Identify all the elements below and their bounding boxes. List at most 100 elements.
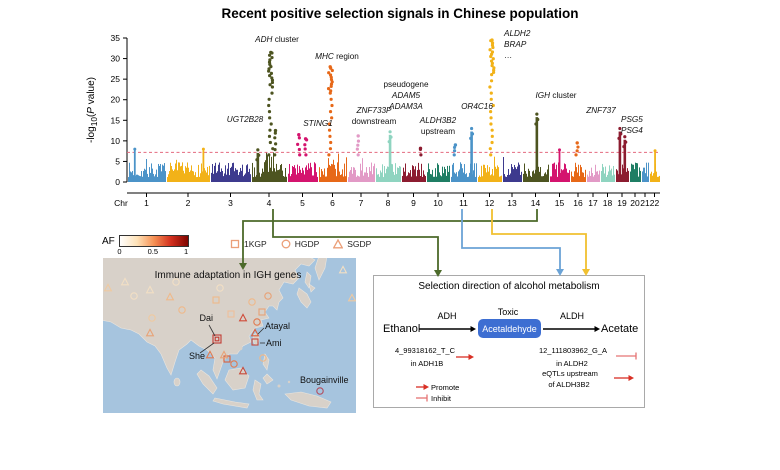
- snp3-gene: of ALDH3B2: [548, 380, 590, 389]
- peak-chr1: [133, 147, 137, 182]
- svg-text:upstream: upstream: [421, 127, 455, 136]
- population-labels: Dai She Atayal Ami Bougainville: [189, 313, 349, 385]
- svg-text:12: 12: [485, 198, 495, 208]
- svg-text:OR4C16: OR4C16: [461, 102, 493, 111]
- annotation: PSG5 PSG4: [621, 115, 643, 135]
- svg-text:ZNF737: ZNF737: [585, 106, 616, 115]
- circle-icon: [281, 239, 291, 249]
- svg-text:15: 15: [111, 115, 121, 125]
- square-marker: [258, 308, 266, 316]
- triangle-icon: [333, 239, 344, 249]
- peak-chr15: [558, 148, 561, 182]
- af-colorbar: AF 0 0.5 1: [102, 235, 189, 257]
- svg-text:downstream: downstream: [352, 117, 397, 126]
- circle-marker: [130, 292, 138, 300]
- snp1-gene: in ADH1B: [410, 359, 444, 368]
- svg-text:0: 0: [115, 177, 120, 187]
- asia-map: Dai She Atayal Ami Bougainville: [103, 258, 356, 413]
- population-label: Ami: [266, 338, 282, 348]
- pathway-arrows: [416, 326, 637, 402]
- peak-chr4: [273, 128, 278, 157]
- annotation: ZNF733P downstream: [352, 106, 397, 126]
- svg-text:UGT2B28: UGT2B28: [227, 115, 264, 124]
- chromosome-8-points: [376, 163, 401, 182]
- peak-chr9: [418, 146, 423, 157]
- triangle-marker: [238, 366, 248, 375]
- svg-text:30: 30: [111, 54, 121, 64]
- chr12-to-alcohol: [491, 209, 590, 276]
- peak-sting1: [296, 132, 302, 157]
- land-masses: [103, 258, 332, 409]
- annotation: IGH cluster: [536, 91, 577, 100]
- square-marker: [227, 310, 235, 318]
- peak-chr5: [303, 137, 309, 157]
- chromosome-10-points: [427, 163, 450, 182]
- circle-marker: [253, 318, 261, 326]
- peak-or4c16: [469, 126, 475, 182]
- chromosome-3-points: [211, 162, 251, 182]
- triangle-marker: [145, 285, 155, 294]
- chromosome-7-points: [348, 158, 375, 182]
- svg-text:10: 10: [433, 198, 443, 208]
- chromosome-13-points: [503, 156, 522, 182]
- legend-item-label: 1KGP: [244, 239, 267, 249]
- snp2-id: 12_111803962_G_A: [538, 346, 608, 355]
- peak-mhc-region: [326, 65, 334, 157]
- annotation: ALDH2BRAP…: [503, 29, 531, 60]
- peak-ugt2b28: [255, 148, 261, 182]
- svg-text:IGH cluster: IGH cluster: [536, 91, 577, 100]
- chromosome-18-points: [601, 163, 615, 182]
- af-colorbar-label: AF: [102, 236, 115, 247]
- af-tick-label: 1: [184, 247, 189, 256]
- square-marker: [251, 338, 259, 346]
- af-tick-label: 0: [117, 247, 122, 256]
- annotation: UGT2B28: [227, 115, 264, 124]
- triangle-marker: [347, 293, 356, 302]
- chromosome-12-points: [478, 156, 502, 182]
- acetaldehyde-box: Acetaldehyde: [478, 319, 541, 338]
- circle-marker: [289, 272, 297, 280]
- substrate-label: Ethanol: [383, 323, 421, 335]
- triangle-marker: [250, 328, 260, 337]
- svg-text:5: 5: [115, 156, 120, 166]
- svg-text:BRAP: BRAP: [504, 40, 527, 49]
- peak-aldh3b2-upstream: [452, 143, 458, 157]
- legend-item-sgdp: SGDP: [333, 239, 371, 249]
- chr11-to-alcohol: [461, 209, 564, 276]
- alcohol-pathway-panel: Selection direction of alcohol metabolis…: [373, 275, 645, 408]
- svg-text:21: 21: [640, 198, 650, 208]
- snp2-gene: in ALDH2: [556, 359, 588, 368]
- svg-text:…: …: [504, 51, 512, 60]
- square-marker: [212, 296, 220, 304]
- chromosome-17-points: [587, 164, 600, 182]
- triangle-marker: [103, 283, 113, 292]
- svg-text:18: 18: [603, 198, 613, 208]
- svg-text:ZNF733P: ZNF733P: [355, 106, 392, 115]
- peak-chr22: [653, 149, 657, 182]
- svg-text:MHC region: MHC region: [315, 52, 359, 61]
- svg-text:11: 11: [459, 198, 468, 208]
- svg-text:7: 7: [359, 198, 364, 208]
- peak-znf737: [617, 126, 623, 182]
- square-icon: [230, 239, 240, 249]
- dataset-legend: 1KGP HGDP SGDP: [230, 239, 371, 249]
- legend-item-label: HGDP: [294, 239, 320, 249]
- circle-marker: [259, 354, 267, 362]
- chromosome-16-points: [571, 162, 586, 182]
- svg-text:16: 16: [573, 198, 583, 208]
- circle-marker: [316, 387, 324, 395]
- population-label: Dai: [199, 313, 213, 323]
- product-label: Acetate: [601, 323, 639, 335]
- svg-text:PSG5: PSG5: [621, 115, 643, 124]
- svg-text:8: 8: [386, 198, 391, 208]
- legend-inhibit-label: Inhibit: [431, 394, 452, 403]
- peak-znf733p-downstream: [355, 134, 361, 157]
- chromosome-9-points: [402, 162, 426, 182]
- circle-marker: [148, 314, 156, 322]
- peak-pseudogene-adam5-adam3a: [387, 130, 393, 182]
- annotation: MHC region: [315, 52, 359, 61]
- svg-text:1: 1: [144, 198, 149, 208]
- circle-marker: [248, 298, 256, 306]
